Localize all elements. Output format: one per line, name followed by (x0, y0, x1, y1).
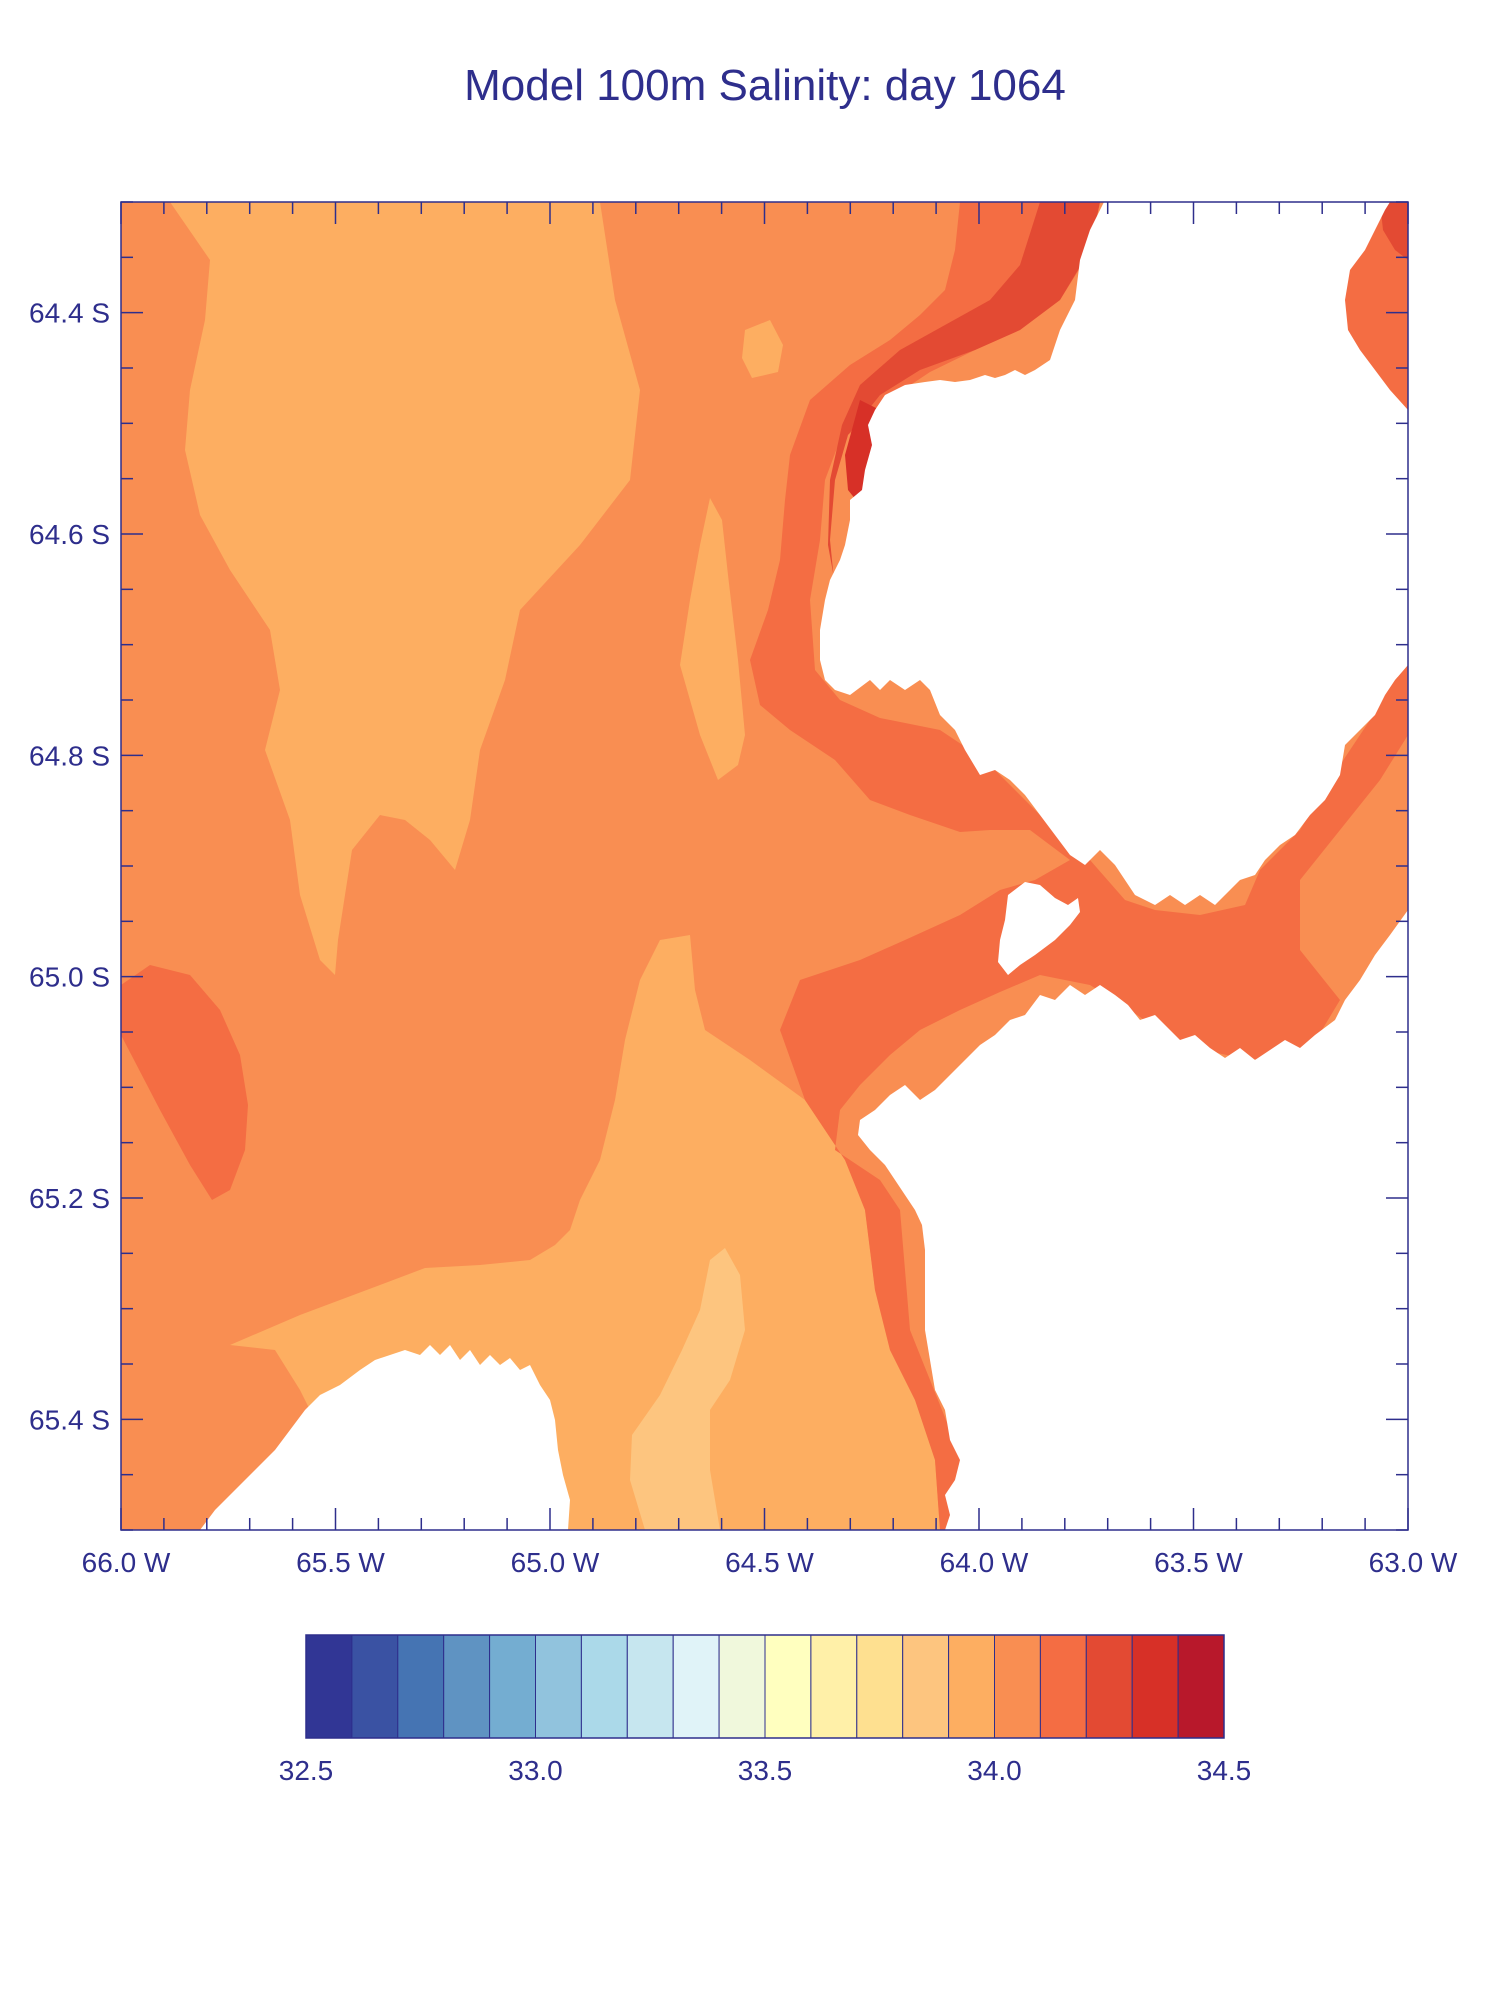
land-mask-southwest (200, 1345, 570, 1530)
field-region-northern-islet (742, 320, 783, 378)
x-tick-label: 64.5 W (725, 1547, 814, 1578)
colorbar: 32.5 33.0 33.5 34.0 34.5 (279, 1634, 1252, 1786)
x-tick-label: 65.5 W (296, 1547, 385, 1578)
colorbar-swatch (994, 1634, 1041, 1739)
colorbar-swatch (305, 1634, 353, 1739)
colorbar-swatch (443, 1634, 491, 1739)
y-tick-label: 64.8 S (29, 740, 110, 771)
colorbar-swatch (948, 1634, 995, 1739)
colorbar-swatch (489, 1634, 537, 1739)
colorbar-swatch (672, 1634, 720, 1739)
y-tick-label: 65.4 S (29, 1404, 110, 1435)
x-tick-label: 65.0 W (511, 1547, 600, 1578)
x-tick-label: 66.0 W (82, 1547, 171, 1578)
land-mask-south-coast (858, 910, 1408, 1530)
y-tick-label: 64.4 S (29, 298, 110, 329)
colorbar-tick-label: 34.5 (1197, 1755, 1252, 1786)
contour-field (121, 202, 1408, 1530)
y-tick-label: 64.6 S (29, 519, 110, 550)
colorbar-frame (305, 1634, 1225, 1739)
x-tick-label: 63.5 W (1154, 1547, 1243, 1578)
land-mask-bay-islet (998, 882, 1080, 975)
axes: 66.0 W 65.5 W 65.0 W 64.5 W 64.0 W 63.5 W 63.0… (29, 201, 1458, 1578)
colorbar-tick-label: 32.5 (279, 1755, 334, 1786)
colorbar-tick-label: 33.5 (738, 1755, 793, 1786)
colorbar-swatch (397, 1634, 445, 1739)
field-region-southern-core (630, 1248, 745, 1530)
colorbar-swatch (1085, 1634, 1133, 1739)
y-tick-label: 65.2 S (29, 1183, 110, 1214)
colorbar-swatch (626, 1634, 674, 1739)
colorbar-swatch (718, 1634, 766, 1739)
colorbar-swatch (902, 1634, 950, 1739)
land-mask-east (820, 202, 1408, 905)
field-region-island-rim (750, 202, 1408, 1530)
x-tick-label: 63.0 W (1369, 1547, 1458, 1578)
chart-title: Model 100m Salinity: day 1064 (464, 61, 1066, 110)
colorbar-swatch (1131, 1634, 1179, 1739)
colorbar-swatch (351, 1634, 399, 1739)
colorbar-tick-label: 34.0 (967, 1755, 1022, 1786)
colorbar-swatch (856, 1634, 904, 1739)
field-region-island-inner-rim (828, 202, 1100, 655)
colorbar-swatch (1177, 1634, 1225, 1739)
colorbar-swatch (535, 1634, 582, 1739)
colorbar-swatch (764, 1634, 812, 1739)
y-tick-label: 65.0 S (29, 962, 110, 993)
field-region-coast-inner-rim (1380, 202, 1408, 260)
colorbar-swatch (1039, 1634, 1087, 1739)
colorbar-tick-label: 33.0 (508, 1755, 563, 1786)
x-tick-label: 64.0 W (940, 1547, 1029, 1578)
field-region-west-edge-patch (121, 965, 248, 1200)
field-region-western-plume (170, 202, 640, 975)
colorbar-swatch (810, 1634, 858, 1739)
field-region-central-light-patch (680, 498, 745, 780)
colorbar-swatch (580, 1634, 628, 1739)
